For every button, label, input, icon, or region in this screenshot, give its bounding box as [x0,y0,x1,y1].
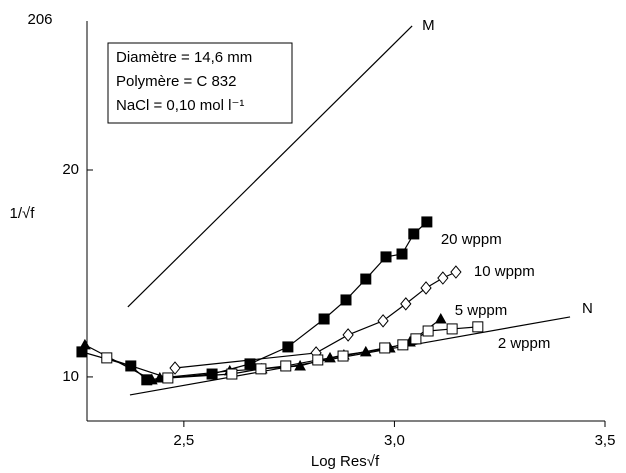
series-label: 10 wppm [474,263,535,280]
marker [244,358,256,370]
marker [162,372,174,384]
marker [282,341,294,353]
marker [337,350,349,362]
marker [146,373,158,385]
x-tick-label: 3,0 [384,432,405,449]
marker [255,363,267,375]
marker [434,312,447,324]
marker [420,281,432,295]
marker [379,342,391,354]
marker [340,294,352,306]
series-label: N [582,300,593,317]
marker [360,273,372,285]
page-number: 206 [27,11,52,28]
marker [169,361,181,375]
marker [377,314,389,328]
marker [437,271,449,285]
marker [79,338,91,350]
y-tick-label: 10 [62,368,79,385]
series-label: 5 wppm [455,302,508,319]
marker [397,339,409,351]
marker [380,251,392,263]
x-tick-label: 2,5 [173,432,194,449]
marker [410,333,422,345]
marker [422,325,434,337]
info-box [107,42,293,124]
marker [396,248,408,260]
marker [101,352,113,364]
series-label: M [422,17,435,34]
y-tick-label: 20 [62,161,79,178]
marker [226,368,238,380]
info-text: NaCl = 0,10 mol l⁻¹ [116,97,244,114]
marker [294,359,306,371]
marker [472,321,484,333]
series-label: 20 wppm [441,231,502,248]
marker [206,368,218,380]
series-line [127,25,413,308]
x-axis-label: Log Res√f [311,453,380,470]
marker [154,371,166,383]
marker [312,354,324,366]
info-text: Polymère = C 832 [116,73,236,90]
y-axis-label: 1/√f [10,205,36,222]
series-label: 2 wppm [498,335,551,352]
marker [408,228,420,240]
info-text: Diamètre = 14,6 mm [116,49,252,66]
marker [342,328,354,342]
marker [446,323,458,335]
marker [450,265,462,279]
marker [400,297,412,311]
marker [280,360,292,372]
marker [421,216,433,228]
marker [318,313,330,325]
series-line [129,316,571,396]
x-tick-label: 3,5 [595,432,616,449]
